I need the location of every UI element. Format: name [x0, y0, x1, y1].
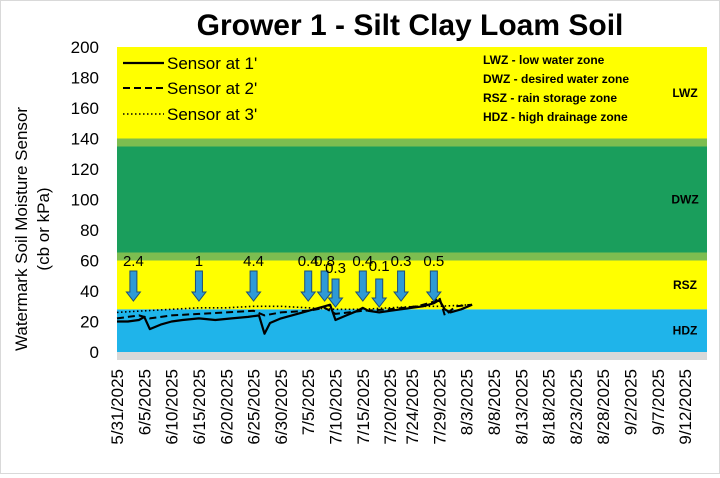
rain-arrow [354, 270, 371, 302]
y-tick-label: 40 [80, 282, 99, 301]
y-tick-label: 20 [80, 313, 99, 332]
x-tick-label: 8/18/2025 [540, 369, 559, 445]
rain-arrow [327, 278, 344, 308]
rain-arrow [371, 278, 388, 308]
rain-arrow [245, 270, 262, 302]
rain-amount-label: 0.3 [391, 253, 412, 270]
x-tick-label: 7/24/2025 [403, 369, 422, 445]
zone-band-lwz [117, 47, 707, 139]
x-tick-label: 8/13/2025 [512, 369, 531, 445]
rain-amount-label: 0.1 [369, 258, 390, 275]
x-tick-label: 7/5/2025 [299, 369, 318, 435]
x-tick-label: 6/30/2025 [272, 369, 291, 445]
x-tick-label: 7/29/2025 [430, 369, 449, 445]
zone-definitions: LWZ - low water zone DWZ - desired water … [483, 53, 629, 124]
zone-band-dwz-edge-bottom [117, 252, 707, 261]
x-tick-label: 8/8/2025 [485, 369, 504, 435]
rain-amount-label: 0.3 [325, 260, 346, 277]
y-axis-label-line2: (cb or kPa) [34, 187, 53, 270]
zone-definition-line: LWZ - low water zone [483, 53, 605, 67]
y-tick-label: 120 [71, 160, 99, 179]
chart-title: Grower 1 - Silt Clay Loam Soil [197, 9, 624, 42]
y-tick-label: 180 [71, 69, 99, 88]
zone-bands: HDZ RSZ DWZ LWZ [117, 47, 707, 360]
zone-band-hdz [117, 309, 707, 352]
rain-amount-label: 2.4 [123, 253, 144, 270]
y-tick-label: 140 [71, 130, 99, 149]
x-tick-label: 9/7/2025 [649, 369, 668, 435]
rain-arrow [190, 270, 207, 302]
series-line-2 [116, 296, 473, 320]
y-tick-label: 60 [80, 252, 99, 271]
legend-label-1: Sensor at 1' [167, 54, 257, 73]
x-tick-label: 8/28/2025 [594, 369, 613, 445]
x-tick-label: 6/25/2025 [245, 369, 264, 445]
zone-band-rsz [117, 260, 707, 310]
rain-arrow [425, 270, 442, 302]
zone-label-dwz: DWZ [671, 193, 698, 207]
zone-label-hdz: HDZ [673, 324, 698, 338]
rain-amount-label: 1 [195, 253, 203, 270]
x-tick-label: 5/31/2025 [108, 369, 127, 445]
zone-label-lwz: LWZ [672, 86, 697, 100]
x-tick-label: 6/10/2025 [163, 369, 182, 445]
x-tick-label: 8/3/2025 [458, 369, 477, 435]
x-axis-ticks: 5/31/2025 6/5/2025 6/10/2025 6/15/2025 6/20/… [108, 369, 695, 445]
zone-label-rsz: RSZ [673, 278, 697, 292]
x-tick-label: 6/20/2025 [217, 369, 236, 445]
y-axis-label-line1: Watermark Soil Moisture Sensor [12, 107, 31, 351]
rain-arrow [393, 270, 410, 302]
rain-amount-label: 0.4 [298, 253, 319, 270]
rain-arrow [316, 270, 333, 302]
x-tick-label: 7/10/2025 [327, 369, 346, 445]
rain-amount-label: 0.8 [314, 253, 335, 270]
zone-band-dwz [117, 138, 707, 261]
x-axis-bar [117, 352, 707, 360]
series-lines [116, 296, 473, 335]
series-line-3 [116, 303, 473, 314]
y-tick-label: 100 [71, 191, 99, 210]
x-tick-label: 7/15/2025 [354, 369, 373, 445]
legend: Sensor at 1' Sensor at 2' Sensor at 3' [123, 54, 257, 124]
y-tick-label: 80 [80, 221, 99, 240]
rain-events: 2.4 1 4.4 0.40.80.3 0.40.1 0.3 0.5 [123, 253, 444, 308]
y-tick-label: 160 [71, 99, 99, 118]
zone-definition-line: DWZ - desired water zone [483, 72, 629, 86]
x-tick-label: 7/20/2025 [381, 369, 400, 445]
zone-band-dwz-edge-top [117, 138, 707, 147]
rain-amount-label: 0.5 [423, 253, 444, 270]
x-tick-label: 8/23/2025 [567, 369, 586, 445]
y-tick-label: 200 [71, 38, 99, 57]
rain-amount-label: 0.4 [352, 253, 373, 270]
x-tick-label: 6/15/2025 [190, 369, 209, 445]
zone-definition-line: RSZ - rain storage zone [483, 91, 617, 105]
rain-arrow [125, 270, 142, 302]
x-tick-label: 9/2/2025 [622, 369, 641, 435]
rain-amount-label: 4.4 [243, 253, 264, 270]
legend-label-2: Sensor at 2' [167, 79, 257, 98]
x-tick-label: 6/5/2025 [135, 369, 154, 435]
legend-label-3: Sensor at 3' [167, 105, 257, 124]
rain-arrow [300, 270, 317, 302]
zone-definition-line: HDZ - high drainage zone [483, 110, 628, 124]
y-axis-ticks: 0 20 40 60 80 100 120 140 160 180 200 [71, 38, 99, 362]
y-tick-label: 0 [90, 343, 99, 362]
x-tick-label: 9/12/2025 [676, 369, 695, 445]
